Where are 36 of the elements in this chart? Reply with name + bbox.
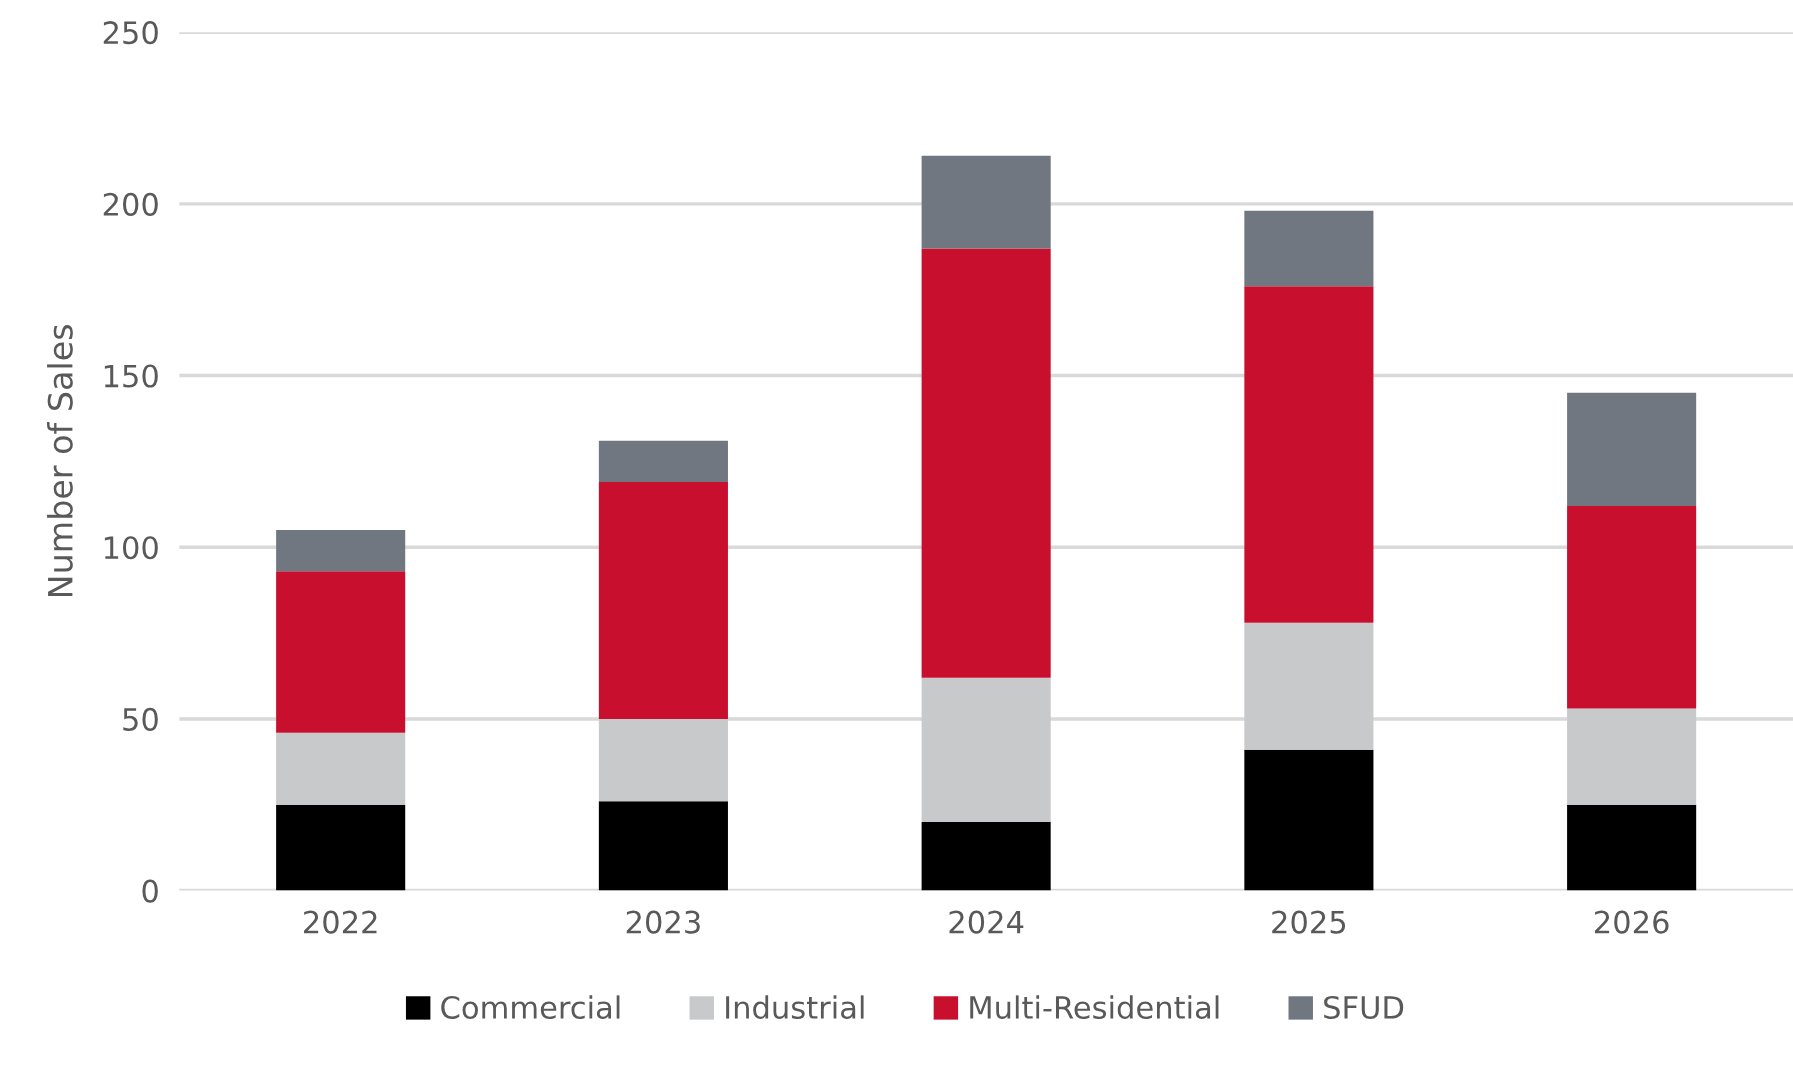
bar <box>921 248 1051 678</box>
y-tick-label: 200 <box>103 192 158 216</box>
x-tick-label: 2026 <box>1594 910 1669 934</box>
x-tick-label: 2022 <box>304 910 377 934</box>
bar <box>1567 804 1697 891</box>
x-tick-label: 2024 <box>949 910 1024 934</box>
bar <box>1244 749 1374 891</box>
y-axis-title: Number of Sales <box>47 325 73 597</box>
legend-label: Industrial <box>726 995 864 1019</box>
bar <box>1244 286 1374 623</box>
y-tick-label: 50 <box>123 707 158 731</box>
bar <box>1244 622 1374 750</box>
legend-label: SFUD <box>1324 995 1404 1019</box>
bar <box>1567 506 1697 709</box>
y-tick-label: 100 <box>104 536 158 560</box>
bar <box>598 801 728 891</box>
bar <box>276 530 406 572</box>
bar <box>1567 392 1697 507</box>
y-tick-label: 150 <box>104 364 158 388</box>
bar <box>1567 708 1697 805</box>
bar <box>921 821 1051 891</box>
bar <box>598 440 728 482</box>
x-tick-label: 2023 <box>626 910 700 934</box>
y-tick-label: 250 <box>103 21 158 45</box>
bar <box>276 804 406 891</box>
x-tick-label: 2025 <box>1272 910 1346 934</box>
bar <box>598 481 728 719</box>
bar <box>921 677 1051 822</box>
bar <box>1244 210 1374 287</box>
bar <box>276 571 406 733</box>
bar <box>921 155 1051 249</box>
bar <box>276 732 406 805</box>
bar <box>598 718 728 802</box>
y-tick-label: 0 <box>142 879 158 903</box>
legend-label: Multi-Residential <box>970 995 1219 1019</box>
legend-label: Commercial <box>441 995 620 1019</box>
